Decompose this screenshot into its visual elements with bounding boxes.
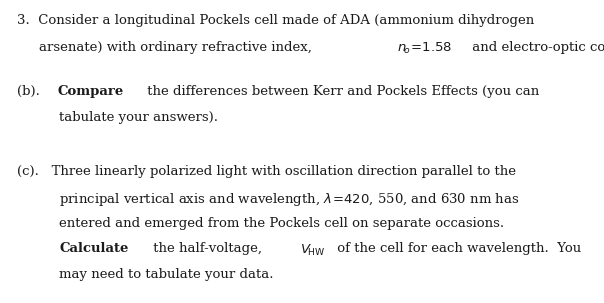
Text: (c).   Three linearly polarized light with oscillation direction parallel to the: (c). Three linearly polarized light with… [17,165,516,178]
Text: Compare: Compare [57,85,124,98]
Text: tabulate your answers).: tabulate your answers). [59,111,218,124]
Text: entered and emerged from the Pockels cell on separate occasions.: entered and emerged from the Pockels cel… [59,217,504,230]
Text: $V_{\!\mathrm{HW}}$: $V_{\!\mathrm{HW}}$ [300,242,326,258]
Text: the differences between Kerr and Pockels Effects (you can: the differences between Kerr and Pockels… [143,85,539,98]
Text: (b).: (b). [17,85,48,98]
Text: principal vertical axis and wavelength, $\lambda\!=\!420$, 550, and 630 nm has: principal vertical axis and wavelength, … [59,191,519,208]
Text: of the cell for each wavelength.  You: of the cell for each wavelength. You [333,242,581,255]
Text: Calculate: Calculate [59,242,129,255]
Text: arsenate) with ordinary refractive index,: arsenate) with ordinary refractive index… [39,41,316,54]
Text: 3.  Consider a longitudinal Pockels cell made of ADA (ammonium dihydrogen: 3. Consider a longitudinal Pockels cell … [17,14,534,27]
Text: and electro-optic constant,: and electro-optic constant, [468,41,604,54]
Text: $n_{\!o}\!=\!1.58$: $n_{\!o}\!=\!1.58$ [397,41,452,56]
Text: may need to tabulate your data.: may need to tabulate your data. [59,268,274,281]
Text: the half-voltage,: the half-voltage, [149,242,266,255]
